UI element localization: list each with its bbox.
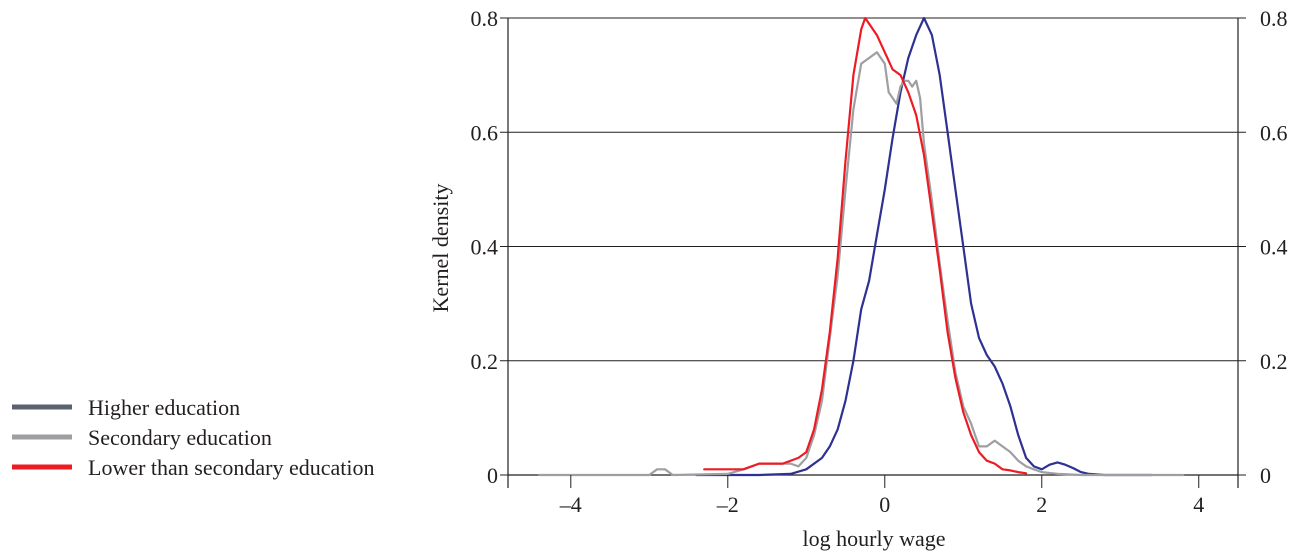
x-tick-label-1: –2	[716, 492, 739, 517]
legend-label-1: Secondary education	[88, 425, 272, 450]
series-line-1	[538, 51, 1185, 477]
gridlines	[508, 17, 1238, 362]
series-line-0	[695, 16, 1153, 477]
x-tick-label-3: 2	[1036, 492, 1047, 517]
y-axis-label: Kernel density	[428, 184, 453, 313]
series-line-2	[703, 16, 1028, 475]
y-tick-label-left-0: 0	[487, 463, 498, 488]
y-tick-label-left-2: 0.4	[471, 235, 499, 260]
y-tick-label-right-0: 0	[1260, 463, 1271, 488]
y-tick-label-right-4: 0.8	[1260, 6, 1288, 31]
legend-label-0: Higher education	[88, 395, 240, 420]
x-tick-label-4: 4	[1193, 492, 1204, 517]
x-tick-label-2: 0	[879, 492, 890, 517]
x-axis-label: log hourly wage	[803, 526, 946, 551]
ticks: 0 0 0.2 0.2 0.4 0.4 0.6 0.6 0.8 0.8 –4 –2 0 2 4	[471, 6, 1288, 517]
x-tick-label-0: –4	[559, 492, 582, 517]
series-lines	[538, 16, 1185, 477]
y-tick-label-right-3: 0.6	[1260, 120, 1288, 145]
y-tick-label-left-4: 0.8	[471, 6, 499, 31]
y-tick-label-left-1: 0.2	[471, 349, 499, 374]
legend-label-2: Lower than secondary education	[88, 455, 375, 480]
y-tick-label-left-3: 0.6	[471, 120, 499, 145]
y-tick-label-right-1: 0.2	[1260, 349, 1288, 374]
legend: Higher education Secondary education Lower…	[12, 395, 375, 480]
y-tick-label-right-2: 0.4	[1260, 235, 1288, 260]
